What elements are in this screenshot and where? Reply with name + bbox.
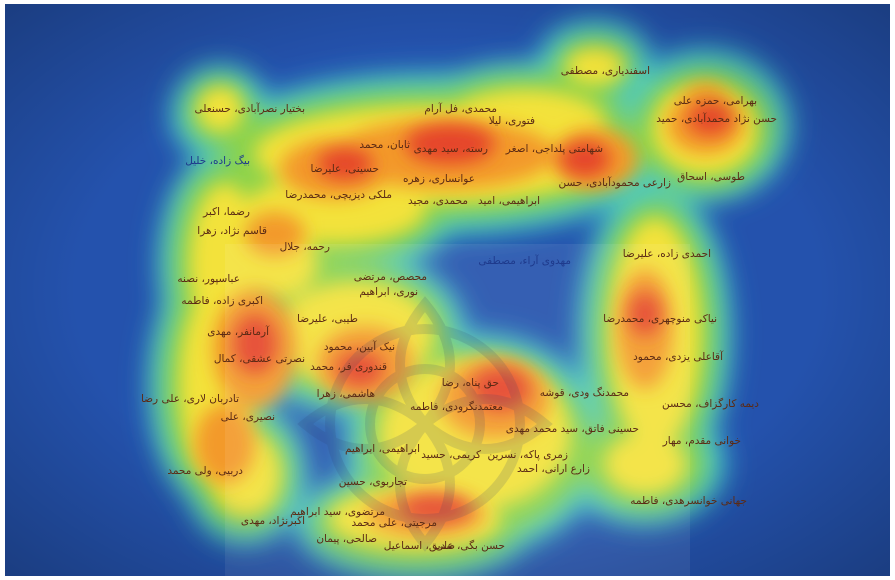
author-label: جهانی خوانسرهدی، فاطمه: [630, 495, 747, 507]
author-label: محمدی، فل آرام: [424, 103, 497, 115]
author-label: آقاعلی یزدی، محمود: [633, 351, 723, 363]
author-label: زارعی محمودآبادی، حسن: [558, 177, 672, 189]
author-label: عوانساری، زهره: [402, 173, 475, 185]
author-label: زارع ارانی، احمد: [517, 463, 590, 475]
author-label: رحمه، جلال: [279, 241, 330, 253]
author-label: دربیی، ولی محمد: [167, 465, 243, 477]
author-label: نصیری، علی: [220, 411, 275, 423]
author-label: محمدنگ ودی، قوشه: [539, 387, 629, 399]
author-label: احمدی زاده، علیرضا: [622, 248, 711, 260]
author-label: زمری پاکه، نسرین: [487, 449, 568, 461]
author-label: صدیق، اسماعیل: [383, 540, 455, 552]
author-label: محصص، مرتضی: [353, 271, 427, 283]
author-label: اکبرنژاد، مهدی: [240, 515, 305, 527]
author-label: محمدی، مجید: [407, 195, 468, 207]
author-label: حق پناه، رضا: [441, 377, 499, 389]
author-label: مهدوی آراء، مصطفی: [478, 255, 571, 267]
density-heatmap: [5, 4, 890, 576]
author-label: قاسم نژاد، زهرا: [197, 225, 267, 237]
author-label: ملکی دیزیچی، محمدرضا: [285, 189, 392, 201]
author-label: اکبری زاده، فاطمه: [181, 295, 263, 307]
author-label: نوری، ابراهیم: [359, 286, 418, 298]
author-label: معتمدنگرودی، فاطمه: [410, 401, 503, 413]
author-label: بختیار نصرآبادی، حسنعلی: [194, 103, 305, 115]
author-label: بهرامی، حمزه علی: [673, 95, 757, 107]
density-map-canvas: اسفندیاری، مصطفی بهرامی، حمزه علی حسن نژ…: [5, 4, 890, 576]
author-label: تادربان لاری، علی رضا: [140, 393, 239, 405]
author-label: شهامتی پلداجی، اصغر: [505, 143, 603, 155]
author-label: حسینی فاتق، سید محمد مهدی: [505, 423, 639, 435]
author-label: حسینی، علیرضا: [310, 163, 380, 175]
author-label: قندوری فر، محمد: [310, 361, 387, 373]
author-label: مرجیتی، علی محمد: [351, 517, 437, 529]
author-label: حسن بگی، علی: [435, 540, 505, 552]
author-label: نصرتی عشقی، کمال: [213, 353, 305, 365]
author-label: نیاکی منوچهری، محمدرضا: [603, 313, 717, 325]
author-label: ابراهیمی، ابراهیم: [344, 443, 420, 455]
author-label: فتوری، لیلا: [488, 115, 535, 127]
author-label: ثابان، محمد: [359, 139, 410, 151]
author-label: تجاربوی، حسین: [338, 476, 407, 488]
author-label: نیک آیین، محمود: [323, 341, 395, 353]
author-label: طوسی، اسحاق: [677, 171, 745, 183]
author-label: دیمه کارگزاف، محسن: [662, 398, 759, 410]
author-label: رضما، اکبر: [203, 206, 250, 218]
author-label: ابراهیمی، امید: [477, 195, 540, 207]
author-label: حسن نژاد محمدآبادی، حمید: [656, 113, 777, 125]
author-label: بیگ زاده، خلیل: [185, 155, 250, 167]
label-layer: اسفندیاری، مصطفی بهرامی، حمزه علی حسن نژ…: [5, 4, 890, 576]
author-label: اسفندیاری، مصطفی: [560, 65, 650, 77]
author-label: مرتضوی، سید ابراهیم: [290, 506, 385, 518]
author-label: هاشمی، زهرا: [316, 388, 375, 400]
author-label: طیبی، علیرضا: [297, 313, 358, 325]
author-label: کریمی، حسید: [421, 449, 481, 461]
author-label: عباسپور، نصنه: [177, 273, 240, 285]
author-label: رسته، سید مهدی: [413, 143, 488, 155]
author-label: خوانی مقدم، مهار: [662, 435, 741, 447]
author-label: آرمانفر، مهدی: [207, 326, 269, 338]
author-label: صالحی، پیمان: [316, 533, 377, 545]
